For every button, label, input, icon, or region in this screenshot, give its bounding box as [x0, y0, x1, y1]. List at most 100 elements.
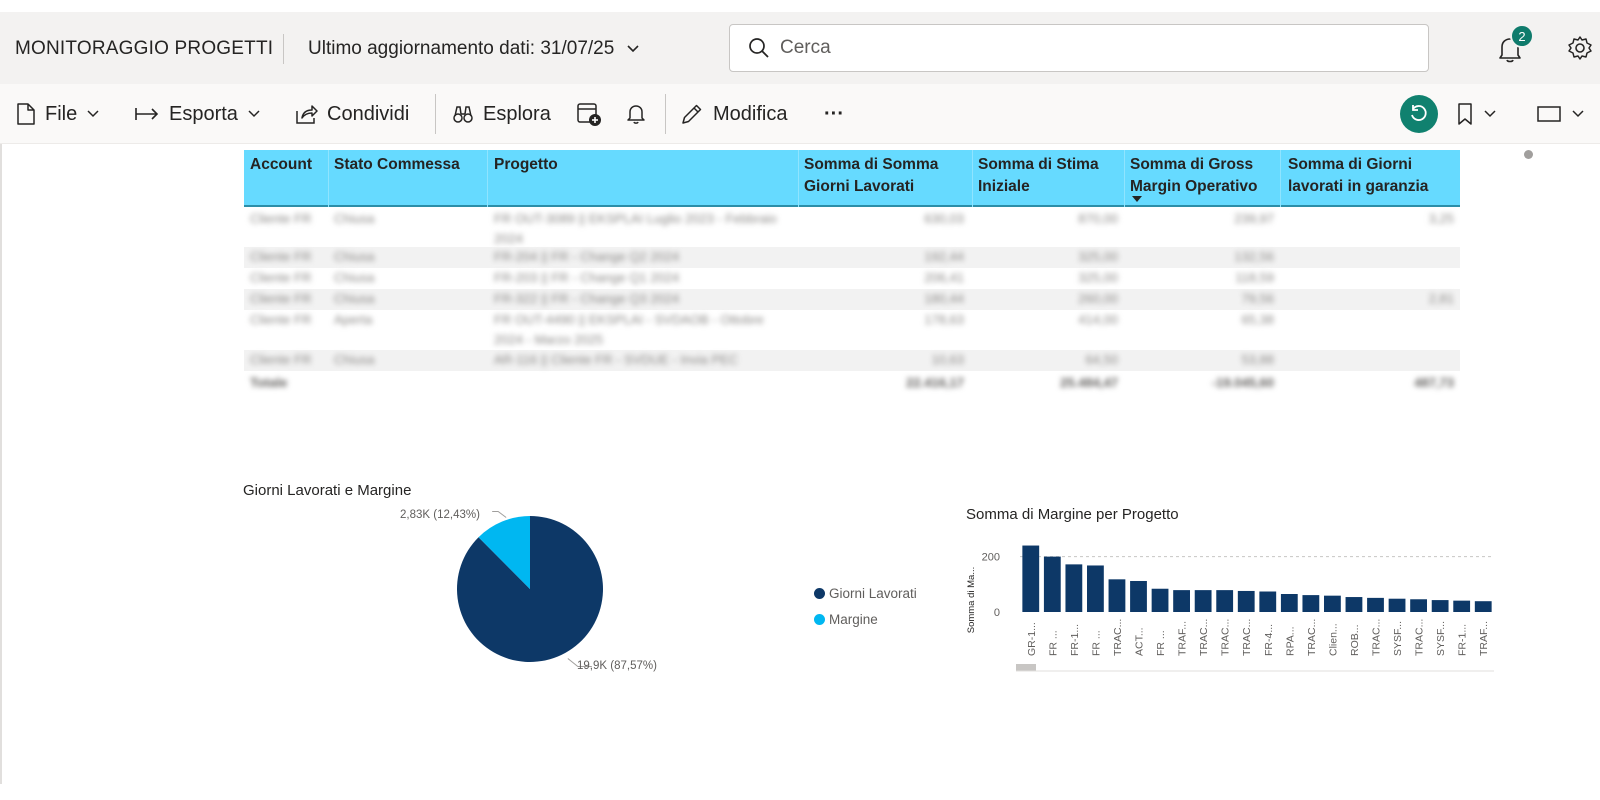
column-header[interactable]: Stato Commessa — [334, 156, 460, 173]
column-header[interactable]: Account — [250, 156, 312, 173]
scrollbar-thumb[interactable] — [1524, 150, 1533, 159]
bar[interactable] — [1410, 599, 1427, 612]
cell-progetto: FR-203 || FR - Change Q1 2024 — [494, 270, 680, 285]
x-tick-label: FR ... — [1090, 630, 1102, 656]
search-input[interactable] — [780, 37, 1380, 59]
bookmark-menu-button[interactable] — [1456, 98, 1497, 130]
cell-stima: 260,00 — [1078, 291, 1118, 306]
column-header[interactable]: Progetto — [494, 156, 558, 173]
search-box[interactable] — [729, 24, 1429, 72]
x-tick-label: GR-1... — [1026, 622, 1038, 656]
cell-stima: 64,50 — [1085, 352, 1118, 367]
bar-chart-title: Somma di Margine per Progetto — [966, 506, 1179, 523]
bar[interactable] — [1237, 590, 1255, 612]
cell-stima: 325,00 — [1078, 249, 1118, 264]
bar[interactable] — [1453, 600, 1471, 612]
column-header[interactable]: Somma di Giorni lavorati in garanzia — [1288, 156, 1429, 195]
bell-icon — [627, 105, 645, 124]
cell-giorni: 630,03 — [924, 211, 964, 226]
bar[interactable] — [1194, 590, 1212, 612]
legend-item-margine[interactable]: Margine — [814, 606, 917, 632]
cell-giorni: 178,63 — [924, 312, 964, 327]
pie-data-label: 19,9K (87,57%) — [577, 660, 657, 672]
cell-margin: 132,56 — [1234, 249, 1274, 264]
bar-chart: Somma di Ma... 0 200 GR-1... FR ... FR-1...… — [966, 545, 1494, 672]
chevron-down-icon — [248, 110, 260, 118]
bar[interactable] — [1216, 590, 1234, 612]
file-menu-button[interactable]: File — [16, 98, 100, 130]
explore-button[interactable]: Esplora — [452, 98, 551, 130]
bar[interactable] — [1345, 597, 1363, 612]
view-menu-button[interactable] — [1536, 98, 1585, 130]
column-divider — [798, 150, 799, 207]
legend-item-giorni-lavorati[interactable]: Giorni Lavorati — [814, 580, 917, 606]
bar[interactable] — [1302, 595, 1320, 612]
bar[interactable] — [1108, 579, 1126, 612]
more-options-button[interactable]: ··· — [824, 98, 844, 130]
cell-stato: Aperta — [334, 312, 373, 327]
bar[interactable] — [1065, 564, 1083, 612]
export-menu-button[interactable]: Esporta — [134, 98, 261, 130]
bar[interactable] — [1259, 591, 1277, 612]
cell-account: Cliente FR — [250, 352, 312, 367]
cell-total-stima: 25.484,47 — [1060, 375, 1118, 390]
bookmark-icon — [1458, 103, 1472, 125]
table-row[interactable]: Cliente FR Aperta FR OUT-4490 || EKSPLAI… — [244, 310, 1460, 350]
column-header[interactable]: Somma di Stima Iniziale — [978, 156, 1099, 195]
report-toolbar: File Esporta Condividi Esplora Modifica … — [0, 84, 1600, 144]
bar[interactable] — [1173, 590, 1190, 612]
cell-progetto: FR-322 || FR - Change Q3 2024 — [494, 291, 680, 306]
legend-dot — [814, 613, 825, 625]
cell-giorni: 192,44 — [924, 249, 964, 264]
bar[interactable] — [1367, 597, 1384, 612]
bar[interactable] — [1388, 598, 1406, 612]
x-tick-label: RPA... — [1284, 626, 1296, 656]
table-row[interactable]: Cliente FR Chiusa AR-116 || Cliente FR -… — [244, 350, 1460, 371]
file-label: File — [45, 102, 78, 125]
settings-button[interactable] — [1566, 34, 1596, 64]
table-row[interactable]: Cliente FR Chiusa FR-322 || FR - Change … — [244, 289, 1460, 310]
bar[interactable] — [1087, 565, 1104, 612]
pie-chart: 2,83K (12,43%) 19,9K (87,57%) — [400, 509, 657, 672]
projects-table: Account Stato Commessa Progetto Somma di… — [244, 150, 1460, 395]
bar[interactable] — [1151, 588, 1169, 612]
bar[interactable] — [1022, 545, 1040, 612]
calendar-add-icon — [577, 103, 601, 126]
cell-stato: Chiusa — [334, 270, 375, 285]
edit-button[interactable]: Modifica — [680, 98, 787, 130]
table-total-row: Totale 22.416,17 25.484,47 -19.045,60 48… — [244, 371, 1460, 395]
horizontal-scrollbar-thumb[interactable] — [1016, 664, 1036, 671]
toolbar-divider — [435, 94, 436, 134]
share-button[interactable]: Condividi — [294, 98, 409, 130]
table-row[interactable]: Cliente FR Chiusa FR-203 || FR - Change … — [244, 268, 1460, 289]
chevron-down-icon — [87, 110, 99, 118]
table-row[interactable]: Cliente FR Chiusa FR-204 || FR - Change … — [244, 247, 1460, 268]
y-tick-label: 200 — [982, 552, 1000, 564]
column-header[interactable]: Somma di Gross Margin Operativo — [1130, 156, 1258, 195]
x-tick-label: TRAF... — [1177, 621, 1189, 656]
bar[interactable] — [1280, 594, 1298, 612]
sort-descending-icon[interactable] — [1132, 196, 1142, 202]
bar[interactable] — [1043, 556, 1061, 612]
table-row[interactable]: Cliente FR Chiusa FR OUT-3089 || EKSPLAI… — [244, 207, 1460, 247]
cell-stato: Chiusa — [334, 211, 375, 226]
toolbar-divider — [665, 94, 666, 134]
x-tick-label: Clien... — [1327, 623, 1339, 656]
cell-total-giorni: 22.416,17 — [906, 375, 964, 390]
bar[interactable] — [1324, 595, 1341, 612]
x-tick-label: TRAC... — [1414, 619, 1426, 656]
pie-slice-margine[interactable] — [478, 516, 530, 589]
last-update-dropdown[interactable]: Ultimo aggiornamento dati: 31/07/25 — [308, 38, 640, 60]
cell-giorni: 180,44 — [924, 291, 964, 306]
column-header[interactable]: Somma di Somma Giorni Lavorati — [804, 156, 939, 195]
bar[interactable] — [1130, 580, 1147, 612]
subscribe-report-button[interactable] — [576, 98, 602, 130]
cell-account: Cliente FR — [250, 312, 312, 327]
alert-button[interactable] — [626, 98, 646, 130]
cell-total-label: Totale — [250, 375, 288, 390]
notification-badge: 2 — [1510, 24, 1534, 48]
cell-stima: 325,00 — [1078, 270, 1118, 285]
bar[interactable] — [1474, 601, 1492, 612]
reset-button[interactable] — [1400, 95, 1438, 133]
bar[interactable] — [1431, 600, 1449, 612]
